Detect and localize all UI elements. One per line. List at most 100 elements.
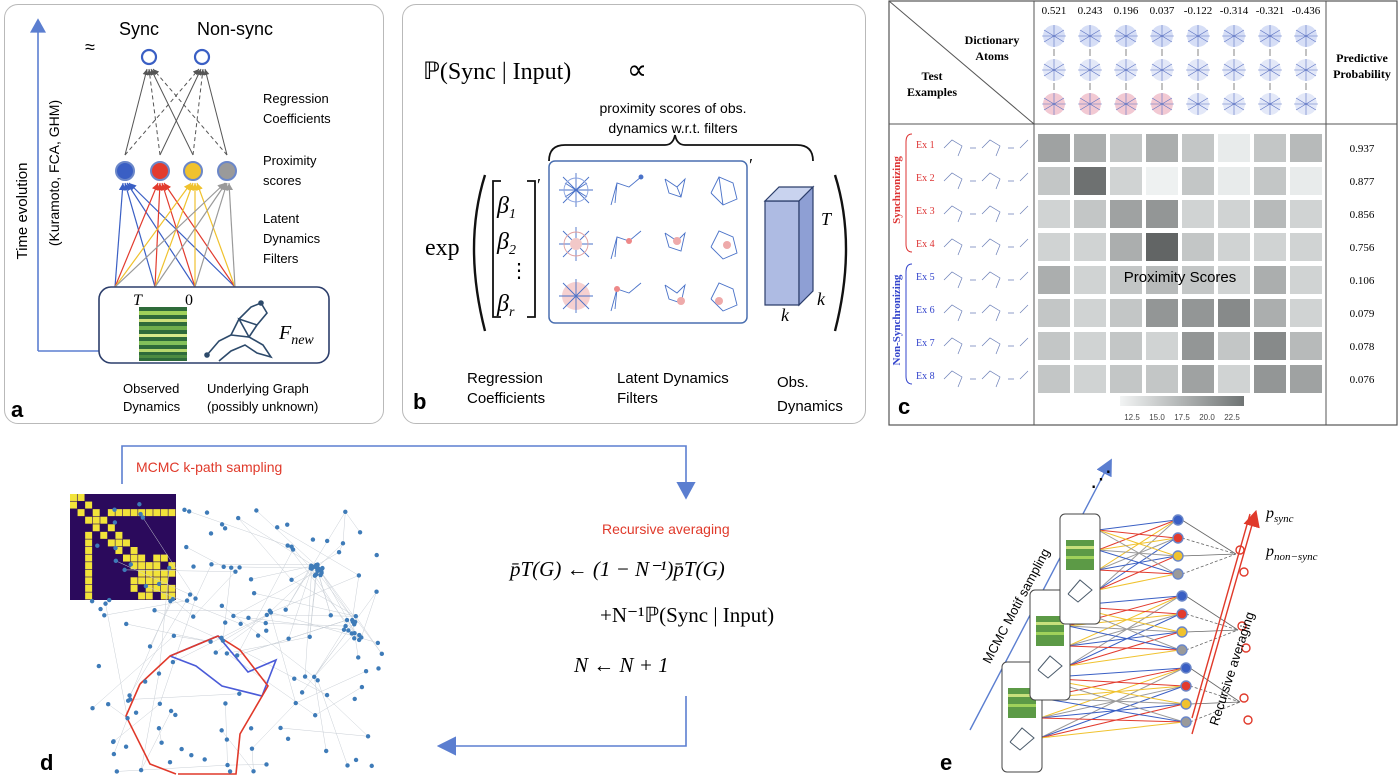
box-T-label: T (821, 209, 833, 229)
observed-dynamics-heatmap (139, 307, 187, 361)
network-node (319, 569, 324, 574)
colorbar-tick: 20.0 (1199, 413, 1215, 422)
atom-thumbnail (1114, 25, 1138, 56)
stack-proximity-node (1180, 680, 1192, 692)
heat-cell (1290, 134, 1322, 162)
example-label: Ex 3 (916, 206, 935, 217)
predictive-probability: 0.937 (1350, 143, 1375, 155)
example-thumbnail (943, 238, 1029, 256)
bottom-flow-arrow (436, 696, 687, 756)
network-node (238, 621, 243, 627)
atom-value: -0.122 (1184, 5, 1212, 17)
dictionary-label-2: Atoms (975, 49, 1009, 63)
network-node (236, 515, 241, 521)
predictive-probability: 0.856 (1350, 209, 1375, 221)
heat-cell (1038, 365, 1070, 393)
heat-cell (1290, 167, 1322, 195)
panel-d-svg: MCMC k-path sampling Recursive averaging… (40, 445, 774, 775)
pred-label-1: Predictive (1336, 51, 1388, 65)
network-node (105, 702, 111, 707)
atom-thumbnail (1222, 93, 1246, 115)
colorbar-tick: 15.0 (1149, 413, 1165, 422)
example-thumbnail (943, 271, 1029, 289)
atom-value: -0.436 (1292, 5, 1321, 17)
network-node (353, 757, 359, 763)
network-node (179, 746, 184, 752)
network-node (344, 617, 350, 623)
heat-cell (1290, 200, 1322, 228)
atom-value: -0.321 (1256, 5, 1284, 17)
proportional-symbol: ∝ (627, 55, 647, 86)
network-node (191, 564, 196, 569)
network-node (237, 691, 242, 696)
network-node (231, 613, 236, 619)
network-node (308, 566, 313, 571)
stack-proximity-node (1180, 662, 1192, 674)
filter-grid-box (548, 160, 748, 324)
network-node (248, 726, 254, 731)
heat-cell (1038, 332, 1070, 360)
network-node (312, 573, 318, 578)
network-node (96, 663, 102, 669)
panel-b-svg: ℙ(Sync | Input) ∝ proximity scores of ob… (413, 55, 848, 415)
heatmap-cells (1038, 134, 1322, 393)
obs-dynamics-label-1: Obs. (777, 374, 809, 391)
prob-expression: ℙ(Sync | Input) (423, 59, 571, 85)
proximity-label-1: Proximity (263, 153, 317, 168)
example-thumbnail (943, 337, 1029, 355)
atom-thumbnail (1186, 25, 1210, 56)
atom-thumbnail (1258, 25, 1282, 56)
network-node (137, 502, 142, 507)
network-node (352, 636, 357, 641)
time-axis-models: (Kuramoto, FCA, GHM) (46, 100, 62, 246)
atom-value: 0.243 (1078, 5, 1103, 17)
heat-cell (1074, 266, 1106, 294)
network-node (90, 705, 95, 711)
heat-cell (1290, 299, 1322, 327)
network-node (143, 583, 149, 589)
heat-cell (1254, 167, 1286, 195)
atom-value: -0.314 (1220, 5, 1249, 17)
panel-b: ℙ(Sync | Input) ∝ proximity scores of ob… (402, 4, 866, 424)
stack-output-node (1239, 693, 1249, 703)
heat-cell (1110, 233, 1142, 261)
network-node (251, 769, 256, 774)
equation-line-2: +N⁻¹ℙ(Sync | Input) (600, 603, 774, 627)
network-node (98, 606, 103, 612)
atom-thumbnail (1186, 59, 1210, 90)
exp-label: exp (425, 235, 460, 261)
network-node (167, 565, 172, 571)
network-node (290, 547, 296, 552)
network-node (125, 715, 130, 721)
network-nodes (89, 502, 385, 774)
graph-label-2: (possibly unknown) (207, 399, 318, 414)
latent-filters-label-2: Filters (617, 390, 658, 407)
atom-thumbnail (1042, 59, 1066, 90)
network-node (173, 712, 178, 718)
atom-thumbnail (1294, 25, 1318, 56)
network-node (340, 541, 346, 546)
network-node (189, 752, 194, 758)
predictive-probability: 0.079 (1350, 308, 1375, 320)
panel-c-letter: c (898, 394, 910, 419)
approx-symbol: ≈ (85, 37, 95, 57)
network-node (209, 562, 214, 567)
obs-dynamics-box (763, 185, 815, 307)
box-k-right: k (817, 289, 826, 309)
example-label: Ex 8 (916, 371, 935, 382)
test-label-2: Examples (907, 85, 957, 99)
network-node (315, 678, 320, 683)
network-node (156, 671, 162, 676)
stack-dots: ⋰ (1090, 466, 1112, 491)
network-node (152, 608, 157, 613)
regression-label-1: Regression (263, 91, 329, 106)
colorbar-tick: 12.5 (1124, 413, 1140, 422)
top-brace (548, 134, 814, 162)
network-node (310, 537, 316, 542)
network-node (107, 597, 112, 603)
atom-thumbnail (1078, 93, 1102, 115)
proximity-node-blue (115, 161, 135, 181)
network-node (159, 740, 164, 745)
network-node (314, 565, 319, 570)
heat-cell (1146, 233, 1178, 261)
